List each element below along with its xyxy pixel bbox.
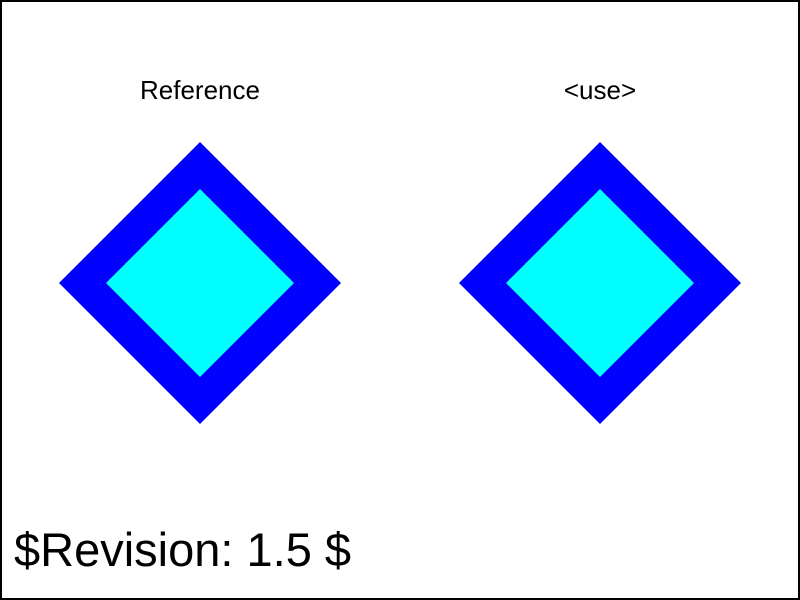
- reference-label: Reference: [140, 75, 260, 105]
- reference-inner-diamond: [106, 189, 294, 377]
- revision-text: $Revision: 1.5 $: [14, 523, 352, 576]
- use-label: <use>: [563, 75, 637, 105]
- use-inner-diamond: [506, 189, 694, 377]
- reference-diamond: [59, 142, 341, 424]
- use-diamond: [459, 142, 741, 424]
